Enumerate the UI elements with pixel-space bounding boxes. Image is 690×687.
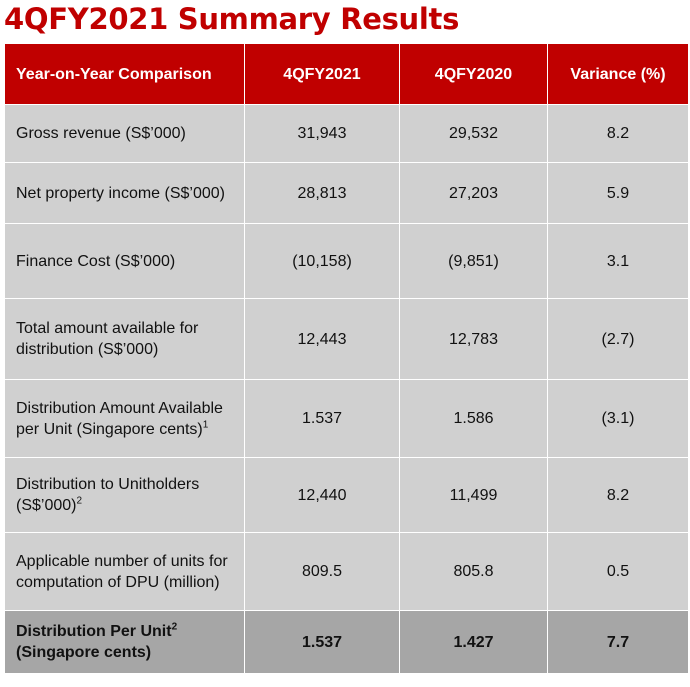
header-variance: Variance (%) bbox=[547, 43, 689, 105]
cell-4qfy2020: 29,532 bbox=[399, 104, 548, 163]
row-label: Net property income (S$’000) bbox=[4, 162, 245, 224]
cell-4qfy2020: 805.8 bbox=[399, 532, 548, 611]
cell-variance: 8.2 bbox=[547, 104, 689, 163]
row-label: Distribution Amount Available per Unit (… bbox=[4, 379, 245, 458]
row-label: Applicable number of units for computati… bbox=[4, 532, 245, 611]
cell-4qfy2020: 27,203 bbox=[399, 162, 548, 224]
cell-4qfy2021: (10,158) bbox=[244, 223, 400, 299]
cell-variance: 5.9 bbox=[547, 162, 689, 224]
header-4qfy2020: 4QFY2020 bbox=[399, 43, 548, 105]
cell-variance: (2.7) bbox=[547, 298, 689, 380]
table-row: Gross revenue (S$’000) 31,943 29,532 8.2 bbox=[4, 104, 689, 163]
table-row: Applicable number of units for computati… bbox=[4, 532, 689, 611]
header-comparison: Year-on-Year Comparison bbox=[4, 43, 245, 105]
total-4qfy2021: 1.537 bbox=[244, 610, 400, 674]
summary-results-table: Year-on-Year Comparison 4QFY2021 4QFY202… bbox=[4, 43, 689, 674]
cell-4qfy2020: 11,499 bbox=[399, 457, 548, 533]
cell-4qfy2020: 1.586 bbox=[399, 379, 548, 458]
table-row: Distribution Amount Available per Unit (… bbox=[4, 379, 689, 458]
header-4qfy2021: 4QFY2021 bbox=[244, 43, 400, 105]
table-header-row: Year-on-Year Comparison 4QFY2021 4QFY202… bbox=[4, 43, 689, 105]
cell-4qfy2021: 31,943 bbox=[244, 104, 400, 163]
cell-variance: (3.1) bbox=[547, 379, 689, 458]
row-label: Total amount available for distribution … bbox=[4, 298, 245, 380]
cell-4qfy2020: 12,783 bbox=[399, 298, 548, 380]
cell-4qfy2021: 28,813 bbox=[244, 162, 400, 224]
table-row: Distribution to Unitholders (S$’000)2 12… bbox=[4, 457, 689, 533]
total-variance: 7.7 bbox=[547, 610, 689, 674]
table-row: Finance Cost (S$’000) (10,158) (9,851) 3… bbox=[4, 223, 689, 299]
row-label: Gross revenue (S$’000) bbox=[4, 104, 245, 163]
cell-4qfy2021: 809.5 bbox=[244, 532, 400, 611]
page-title: 4QFY2021 Summary Results bbox=[4, 2, 460, 36]
cell-variance: 8.2 bbox=[547, 457, 689, 533]
cell-variance: 0.5 bbox=[547, 532, 689, 611]
table-row: Total amount available for distribution … bbox=[4, 298, 689, 380]
row-label: Finance Cost (S$’000) bbox=[4, 223, 245, 299]
row-label: Distribution to Unitholders (S$’000)2 bbox=[4, 457, 245, 533]
cell-4qfy2021: 12,443 bbox=[244, 298, 400, 380]
cell-4qfy2020: (9,851) bbox=[399, 223, 548, 299]
table-row: Net property income (S$’000) 28,813 27,2… bbox=[4, 162, 689, 224]
total-4qfy2020: 1.427 bbox=[399, 610, 548, 674]
total-row: Distribution Per Unit2 (Singapore cents) … bbox=[4, 610, 689, 674]
footnote-marker: 2 bbox=[76, 495, 83, 507]
total-row-label: Distribution Per Unit2 (Singapore cents) bbox=[4, 610, 245, 674]
cell-variance: 3.1 bbox=[547, 223, 689, 299]
footnote-marker: 1 bbox=[202, 419, 209, 431]
cell-4qfy2021: 1.537 bbox=[244, 379, 400, 458]
footnote-marker: 2 bbox=[171, 621, 178, 633]
cell-4qfy2021: 12,440 bbox=[244, 457, 400, 533]
